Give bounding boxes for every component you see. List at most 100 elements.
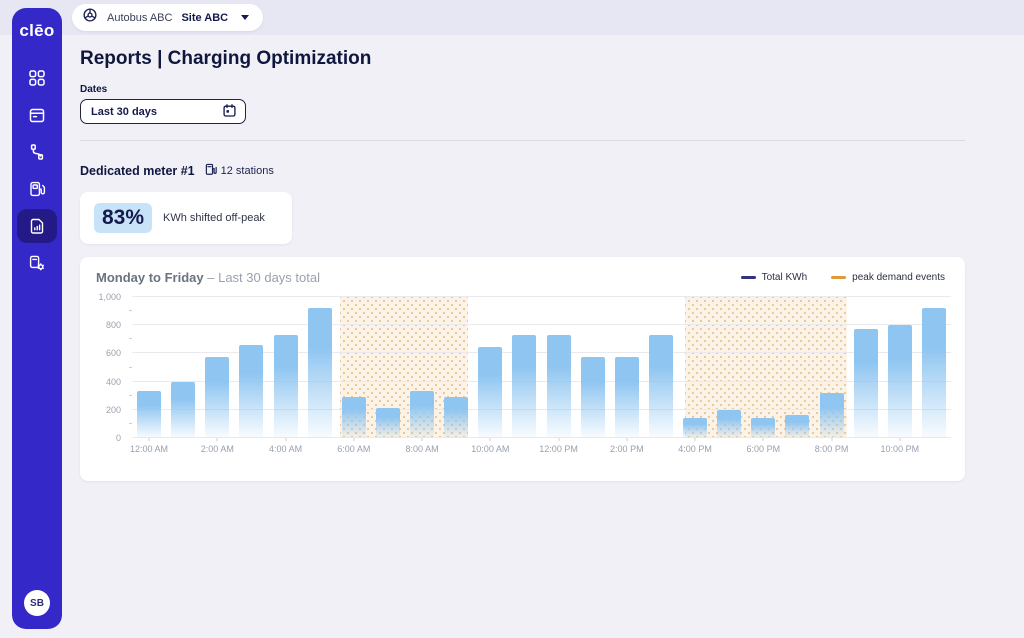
bar-900pm	[853, 328, 878, 438]
sidebar-item-cables[interactable]	[17, 135, 57, 169]
calendar-icon	[222, 103, 237, 121]
legend-item-1: peak demand events	[831, 272, 945, 283]
site-selector-dropdown[interactable]: Autobus ABC Site ABC	[72, 4, 264, 31]
x-tick-label-9: 6:00 PM	[746, 444, 781, 454]
y-tick-label-600: 600	[105, 348, 121, 359]
bar-400am	[273, 335, 298, 438]
station-count-icon	[205, 163, 217, 179]
x-tick-7	[626, 438, 628, 441]
x-tick-label-0: 12:00 AM	[130, 444, 169, 454]
x-tick-1	[216, 438, 218, 441]
x-tick-3	[353, 438, 355, 441]
gridline-600	[132, 352, 951, 354]
legend-label-1: peak demand events	[852, 272, 945, 283]
chart-header: Monday to Friday – Last 30 days total To…	[96, 270, 951, 285]
gridline-800	[132, 324, 951, 326]
legend-swatch-0	[740, 276, 756, 279]
sidebar: clēo	[12, 8, 62, 629]
y-tick-label-800: 800	[105, 320, 121, 331]
x-tick-label-2: 4:00 AM	[269, 444, 303, 454]
x-tick-2	[285, 438, 287, 441]
sidebar-item-reports[interactable]	[17, 209, 57, 243]
y-tick-label-200: 200	[105, 404, 121, 415]
chart-title: Monday to Friday – Last 30 days total	[96, 270, 320, 285]
legend-label-0: Total KWh	[761, 272, 808, 283]
gridline-400	[132, 380, 951, 382]
station-settings-icon	[28, 254, 46, 272]
bar-600pm	[751, 418, 776, 438]
x-tick-label-3: 6:00 AM	[337, 444, 371, 454]
y-minor-tick-500	[129, 366, 132, 368]
main-content: Reports | Charging Optimization Dates La…	[80, 35, 965, 481]
x-tick-label-4: 8:00 AM	[405, 444, 439, 454]
x-tick-label-10: 8:00 PM	[814, 444, 849, 454]
x-tick-8	[694, 438, 696, 441]
bar-100pm	[580, 356, 605, 438]
sidebar-item-stations[interactable]	[17, 172, 57, 206]
bar-500am	[307, 308, 332, 438]
dashboard-grid-icon	[28, 69, 46, 87]
bar-1200pm	[546, 335, 571, 438]
x-tick-label-6: 12:00 PM	[539, 444, 578, 454]
bar-900am	[444, 397, 469, 438]
bar-1000pm	[887, 325, 912, 438]
bar-300am	[239, 344, 264, 438]
gridline-0	[132, 437, 951, 438]
x-tick-10	[831, 438, 833, 441]
sidebar-item-dashboard[interactable]	[17, 61, 57, 95]
x-tick-label-1: 2:00 AM	[200, 444, 234, 454]
meter-title: Dedicated meter #1	[80, 164, 195, 178]
bar-1000am	[478, 347, 503, 438]
chart-plot	[129, 296, 951, 438]
bar-400pm	[683, 418, 708, 438]
kpi-value: 83%	[94, 203, 153, 233]
x-tick-label-5: 10:00 AM	[471, 444, 510, 454]
date-range-value: Last 30 days	[91, 105, 158, 118]
bar-200am	[205, 356, 230, 438]
y-tick-label-400: 400	[105, 376, 121, 387]
page-title: Reports | Charging Optimization	[80, 48, 372, 69]
y-tick-label-1000: 1,000	[98, 292, 121, 302]
dates-label: Dates	[80, 84, 108, 95]
sidebar-item-schedule[interactable]	[17, 98, 57, 132]
stations-count: 12 stations	[220, 165, 274, 177]
chevron-down-icon	[241, 15, 250, 20]
x-tick-label-11: 10:00 PM	[880, 444, 920, 454]
bar-1100am	[512, 335, 537, 438]
charging-station-icon	[28, 180, 46, 198]
meter-header: Dedicated meter #1 12 stations	[80, 163, 965, 179]
cleo-logo: clēo	[19, 21, 55, 40]
x-axis-labels: 12:00 AM 2:00 AM 4:00 AM 6:00 AM 8:00 AM 10:0…	[130, 438, 951, 458]
bar-100am	[171, 381, 196, 438]
bar-1100pm	[921, 308, 946, 438]
x-tick-9	[762, 438, 764, 441]
report-chart-icon	[28, 217, 46, 235]
y-minor-tick-100	[129, 422, 132, 424]
x-tick-6	[558, 438, 560, 441]
organization-icon	[82, 7, 98, 28]
sidebar-item-station-settings[interactable]	[17, 246, 57, 280]
legend-swatch-1	[831, 276, 847, 279]
y-axis-labels: 0 200 400 600 800 1,000	[96, 292, 128, 443]
gridline-1000	[132, 296, 951, 297]
chart-title-period: – Last 30 days total	[207, 270, 320, 285]
user-avatar[interactable]: SB	[24, 590, 50, 616]
x-tick-4	[421, 438, 423, 441]
bar-300pm	[648, 335, 673, 438]
x-tick-label-7: 2:00 PM	[610, 444, 644, 454]
stations-badge: 12 stations	[205, 163, 274, 179]
organization-name: Autobus ABC	[107, 11, 173, 24]
bar-700am	[375, 408, 400, 438]
sidebar-nav	[17, 61, 57, 280]
y-tick-label-0: 0	[115, 433, 121, 443]
bar-800pm	[819, 392, 844, 438]
bar-800am	[410, 391, 435, 438]
kpi-card: 83% KWh shifted off-peak	[80, 192, 292, 244]
x-tick-5	[489, 438, 491, 441]
x-tick-label-8: 4:00 PM	[678, 444, 712, 454]
y-minor-tick-700	[129, 338, 132, 340]
site-name: Site ABC	[181, 11, 229, 24]
date-range-select[interactable]: Last 30 days	[80, 99, 246, 124]
calendar-icon	[28, 106, 46, 124]
x-tick-11	[899, 438, 901, 441]
